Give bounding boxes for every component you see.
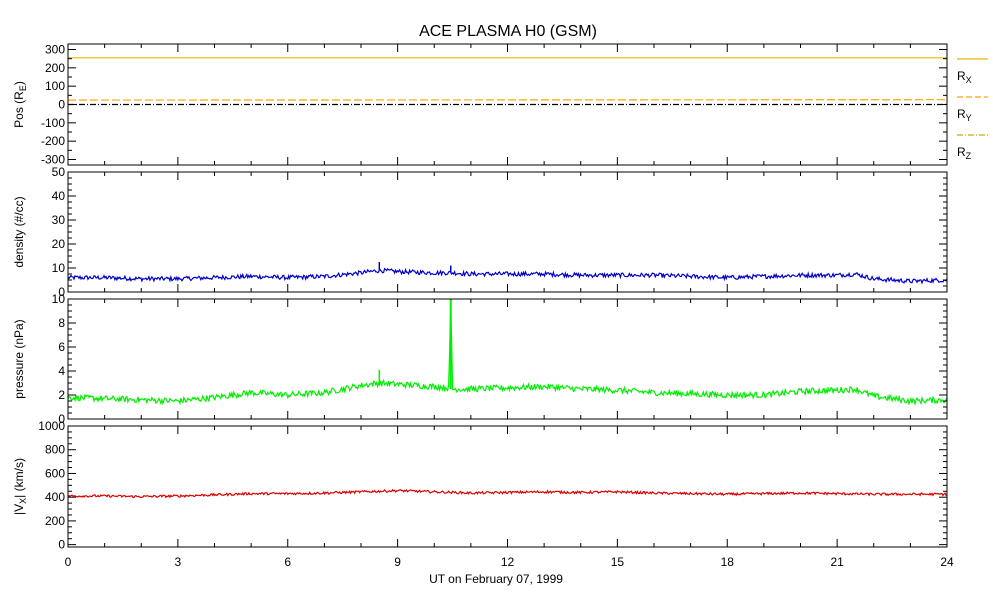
- panel-frame-pressure: [67, 298, 948, 420]
- series-vx-0: [67, 488, 948, 499]
- x-tick-label: 3: [175, 555, 182, 569]
- y-tick-label: 200: [45, 514, 65, 528]
- y-tick-label: 0: [58, 98, 65, 112]
- x-tick-label: 18: [721, 555, 735, 569]
- y-axis-label-vx: |VX| (km/s): [12, 458, 28, 515]
- y-tick-label: -300: [41, 153, 65, 167]
- y-tick-label: 50: [52, 165, 66, 179]
- panel-density: 50 40 30 20 10 0 density (#/cc): [12, 165, 948, 299]
- legend-label-2: RZ: [957, 145, 972, 161]
- x-tick-label: 12: [501, 555, 515, 569]
- y-tick-label: 0: [58, 412, 65, 426]
- y-tick-label: -100: [41, 116, 65, 130]
- y-tick-label: 20: [52, 237, 66, 251]
- y-tick-label: 0: [58, 538, 65, 552]
- y-tick-label: 2: [58, 388, 65, 402]
- y-axis-label-pressure: pressure (nPa): [12, 319, 26, 398]
- y-tick-label: 200: [45, 61, 65, 75]
- y-tick-label: 10: [52, 261, 66, 275]
- x-tick-label: 9: [394, 555, 401, 569]
- y-tick-label: 300: [45, 43, 65, 57]
- panel-frame-vx: [67, 425, 948, 548]
- y-tick-label: 800: [45, 443, 65, 457]
- y-tick-label: 8: [58, 316, 65, 330]
- x-tick-label: 21: [830, 555, 844, 569]
- y-tick-label: 10: [52, 292, 66, 306]
- chart-title: ACE PLASMA H0 (GSM): [419, 23, 597, 40]
- y-tick-label: 400: [45, 490, 65, 504]
- y-tick-label: -200: [41, 134, 65, 148]
- y-tick-label: 4: [58, 364, 65, 378]
- panel-pressure: 10 8 6 4 2 0 pressure (nPa): [12, 292, 948, 426]
- y-tick-label: 0: [58, 285, 65, 299]
- x-tick-label: 15: [611, 555, 625, 569]
- y-tick-label: 30: [52, 213, 66, 227]
- y-tick-label: 600: [45, 466, 65, 480]
- y-tick-label: 1000: [38, 419, 65, 433]
- x-tick-label: 6: [284, 555, 291, 569]
- x-tick-label: 0: [65, 555, 72, 569]
- series-density-0: [67, 267, 948, 285]
- legend: RX RY RZ: [957, 58, 988, 161]
- y-axis-label-density: density (#/cc): [12, 196, 26, 267]
- legend-label-1: RY: [957, 107, 972, 123]
- series-pressure-0: [67, 305, 948, 407]
- panel-vx: 1000 800 600 400 200 0 |VX| (km/s): [12, 419, 948, 552]
- panel-frame-pos: [67, 43, 948, 166]
- x-axis-ticks: 0 3 6 9 12 15 18 21 24: [65, 555, 954, 569]
- y-tick-label: 40: [52, 189, 66, 203]
- y-axis-label-pos: Pos (RE): [12, 81, 28, 128]
- legend-label-0: RX: [957, 69, 972, 85]
- x-tick-label: 24: [940, 555, 954, 569]
- panel-pos: 300 200 100 0 -100 -200 -300 Pos (RE): [12, 43, 948, 167]
- y-tick-label: 6: [58, 340, 65, 354]
- x-axis-label: UT on February 07, 1999: [429, 572, 563, 586]
- y-tick-label: 100: [45, 79, 65, 93]
